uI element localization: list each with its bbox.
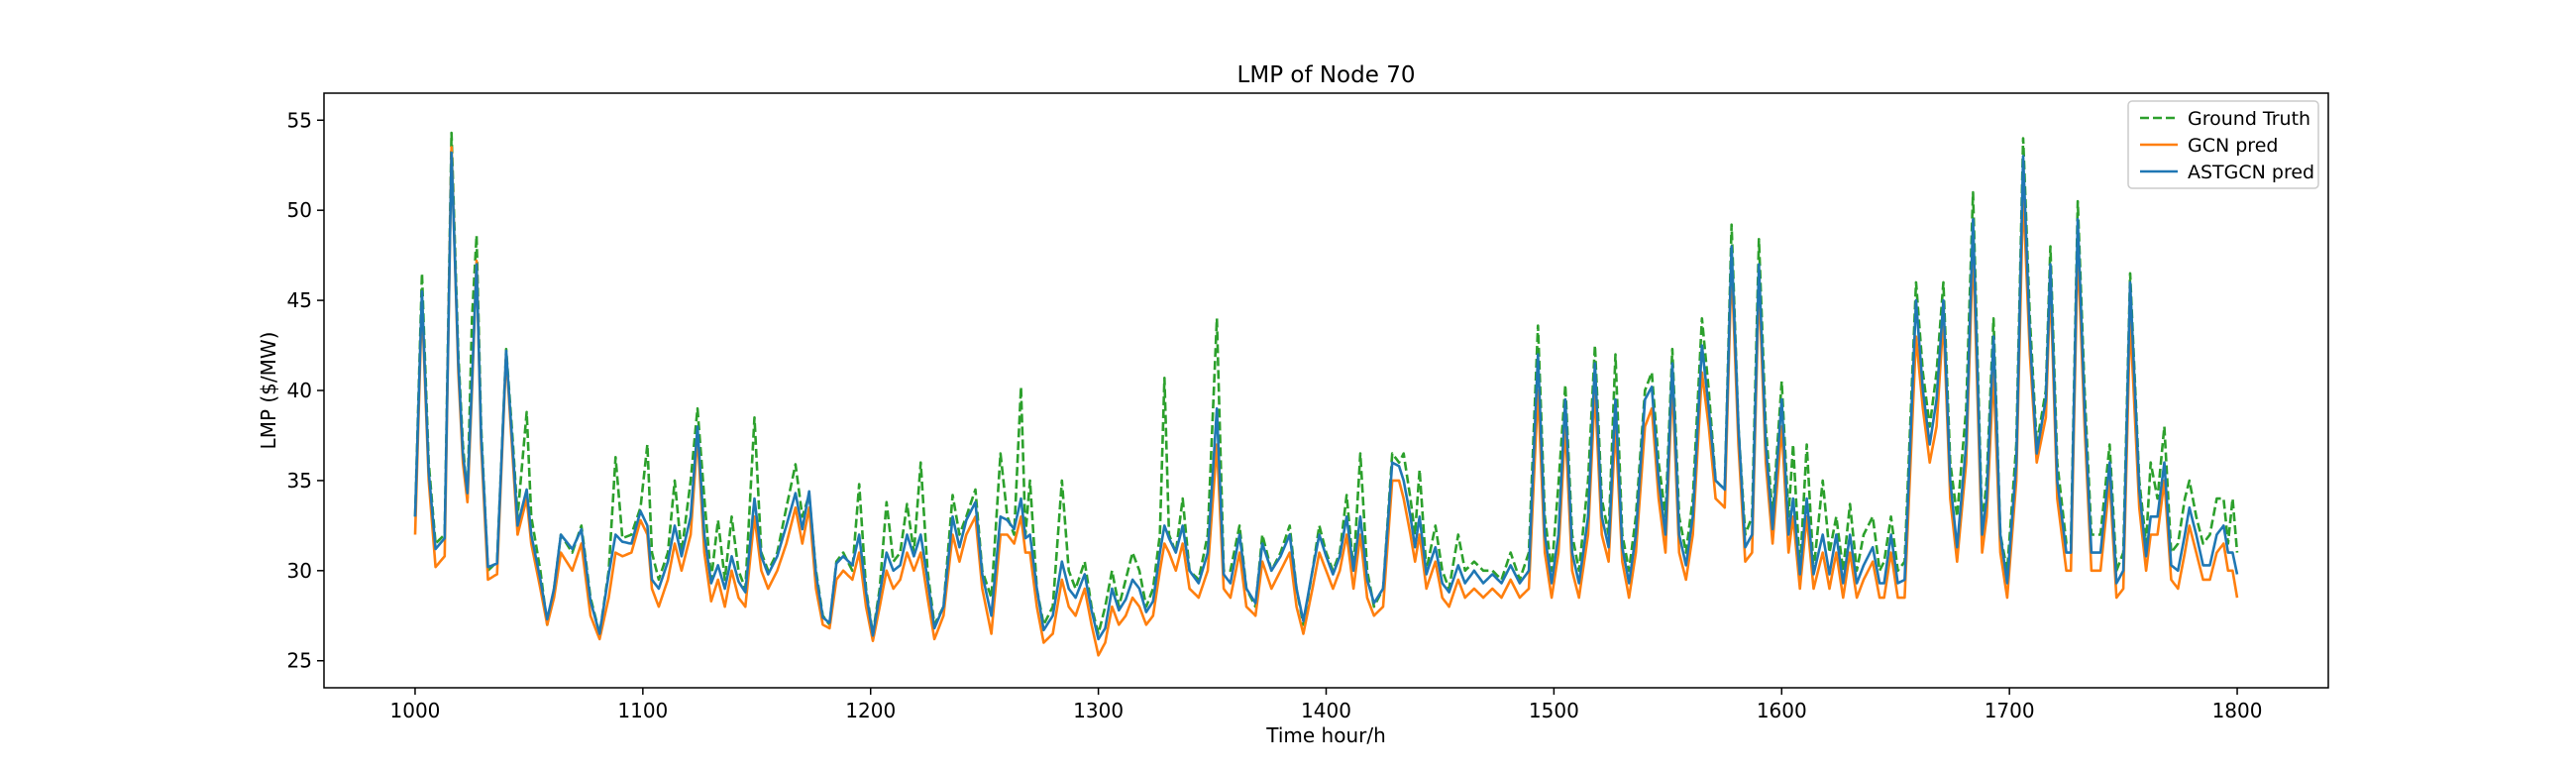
x-tick-label: 1300 [1073,699,1124,722]
y-tick-label: 25 [287,649,312,673]
y-tick-label: 50 [287,198,312,222]
x-tick-label: 1600 [1757,699,1807,722]
x-tick-label: 1800 [2212,699,2263,722]
x-axis-label: Time hour/h [1265,723,1386,747]
x-tick-label: 1700 [1985,699,2035,722]
legend-label-ground-truth: Ground Truth [2188,108,2310,130]
x-tick-label: 1000 [390,699,441,722]
legend-label-astgcn-pred: ASTGCN pred [2188,162,2314,183]
y-tick-label: 40 [287,379,312,402]
y-axis-label: LMP ($/MW) [257,332,280,450]
x-tick-label: 1400 [1301,699,1351,722]
series-line-gcn-pred [413,146,2239,657]
chart-title: LMP of Node 70 [1237,62,1416,88]
legend-box [2127,100,2319,189]
legend-label-gcn-pred: GCN pred [2188,135,2278,157]
y-tick-label: 30 [287,559,312,583]
series-layer [413,131,2239,657]
series-line-astgcn-pred [413,151,2239,641]
y-tick-label: 45 [287,288,312,312]
y-tick-label: 35 [287,469,312,493]
x-tick-label: 1200 [845,699,896,722]
x-tick-label: 1500 [1529,699,1579,722]
x-axis-ticks: 1000 1100 1200 1300 1400 1500 1600 1700 1800 [390,688,2263,722]
y-tick-label: 55 [287,108,312,132]
legend: Ground Truth GCN pred ASTGCN pred [2127,100,2319,189]
plot-area [323,92,2329,689]
y-axis-ticks: 25 30 35 40 45 50 55 [287,108,324,673]
x-tick-label: 1100 [617,699,668,722]
